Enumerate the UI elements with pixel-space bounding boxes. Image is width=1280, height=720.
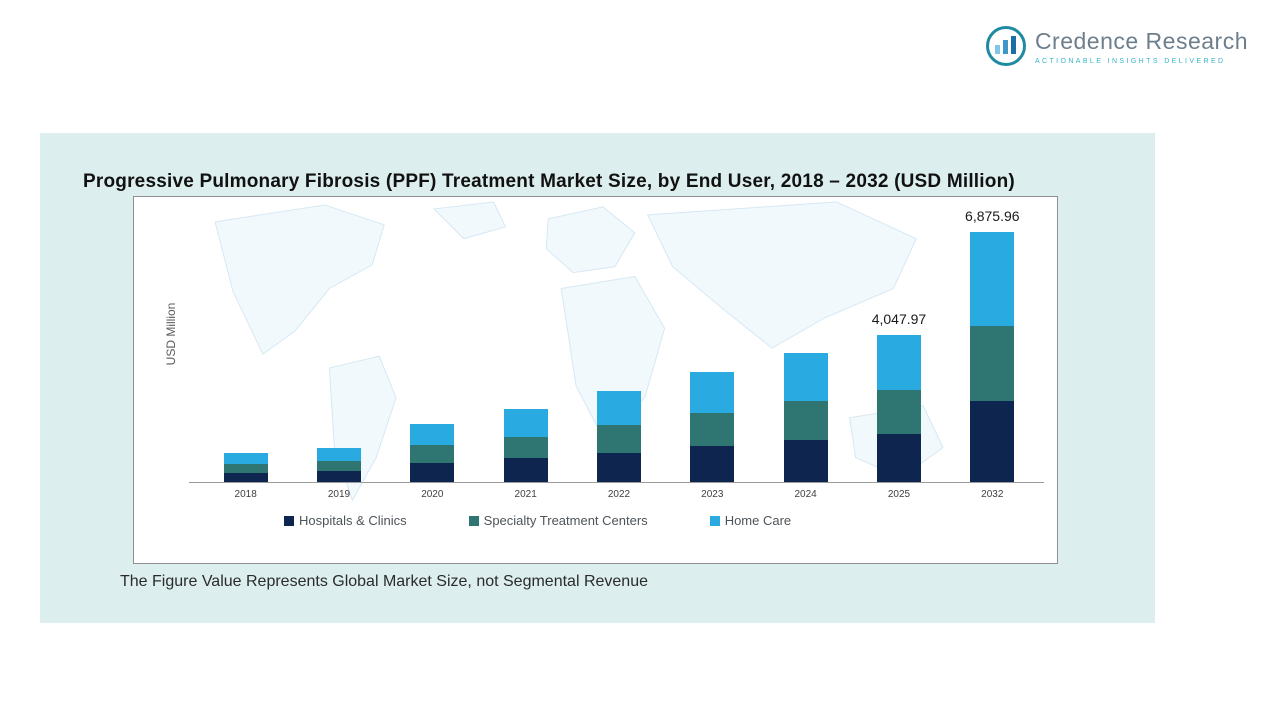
- x-tick-label: 2023: [701, 489, 724, 500]
- bar-segment: [316, 448, 361, 461]
- bar-segment: [316, 471, 361, 482]
- legend-swatch: [709, 515, 720, 526]
- x-axis-labels: 2018 2019 2020 2021 2022 2023 2024 2025 2032: [199, 489, 1039, 500]
- bar-segment: [783, 401, 828, 440]
- stacked-bar: [783, 352, 828, 482]
- stacked-bar: [596, 391, 641, 482]
- chart-title: Progressive Pulmonary Fibrosis (PPF) Tre…: [83, 171, 1015, 192]
- bar-segment: [970, 325, 1015, 401]
- bar-segment: [783, 352, 828, 402]
- bar-segment: [410, 463, 455, 482]
- legend-swatch: [284, 515, 294, 526]
- bar-segment: [410, 423, 455, 446]
- bar-slot: [479, 227, 572, 482]
- company-name: Credence Research: [1034, 27, 1248, 54]
- bar-chart-logo-icon: [985, 26, 1026, 66]
- bar-slot: [199, 227, 292, 482]
- bar-segment: [596, 452, 641, 482]
- company-tagline: Actionable Insights Delivered: [1034, 57, 1226, 65]
- bar-slot: [759, 227, 852, 482]
- bar-segment: [223, 464, 268, 473]
- bar-slot: [386, 227, 479, 482]
- bar-slot: 6,875.96: [946, 208, 1039, 482]
- bar-segment: [596, 425, 641, 453]
- bar-slot: 4,047.97: [852, 227, 945, 482]
- x-tick-label: 2025: [887, 489, 911, 500]
- bar-segment: [690, 413, 735, 447]
- bar-segment: [876, 334, 921, 390]
- bar-segment: [223, 453, 268, 465]
- stacked-bar: [223, 453, 268, 482]
- bar-segment: [690, 372, 735, 414]
- legend-item: Hospitals & Clinics: [284, 513, 407, 528]
- bar-slot: [292, 227, 385, 482]
- bar-segment: [503, 409, 548, 437]
- x-tick-label: 2021: [514, 489, 537, 500]
- y-axis-label: USD Million: [164, 302, 178, 366]
- bar-segment: [596, 391, 641, 426]
- bar-segment: [503, 436, 548, 459]
- bar-segment: [223, 472, 268, 482]
- stacked-bar: [503, 409, 548, 482]
- bar-segment: [503, 458, 548, 482]
- company-logo: Credence Research Actionable Insights De…: [985, 26, 1248, 66]
- bar-segment: [410, 445, 455, 464]
- data-label: 4,047.97: [871, 310, 927, 327]
- x-tick-label: 2032: [981, 489, 1004, 500]
- legend-label: Hospitals & Clinics: [299, 513, 407, 528]
- legend-item: Home Care: [709, 513, 792, 528]
- x-tick-label: 2024: [794, 489, 817, 500]
- bar-segment: [316, 460, 361, 472]
- x-tick-label: 2019: [327, 489, 351, 500]
- bar-segment: [783, 439, 828, 482]
- chart-legend: Hospitals & Clinics Specialty Treatment C…: [284, 513, 791, 528]
- chart-footnote: The Figure Value Represents Global Marke…: [120, 573, 648, 590]
- x-tick-label: 2018: [234, 489, 257, 500]
- x-axis-line: [189, 482, 1044, 483]
- bar-segment: [970, 400, 1015, 482]
- bar-slot: [666, 227, 759, 482]
- chart-panel: Progressive Pulmonary Fibrosis (PPF) Tre…: [40, 133, 1155, 623]
- legend-swatch: [468, 515, 479, 526]
- legend-item: Specialty Treatment Centers: [468, 513, 648, 528]
- chart-plot-box: USD Million 4,047.97 6,875.96 2018 2019 202…: [133, 196, 1058, 564]
- stacked-bar: [970, 232, 1015, 482]
- bar-segment: [876, 434, 921, 482]
- plot-area: 4,047.97 6,875.96: [199, 208, 1039, 482]
- data-label: 6,875.96: [965, 208, 1020, 224]
- stacked-bar: [876, 334, 921, 482]
- legend-label: Specialty Treatment Centers: [483, 513, 648, 528]
- bar-segment: [876, 390, 921, 434]
- legend-label: Home Care: [724, 513, 792, 528]
- bar-slot: [572, 227, 665, 482]
- x-tick-label: 2020: [421, 489, 444, 500]
- stacked-bar: [690, 372, 735, 482]
- bar-segment: [970, 232, 1015, 326]
- stacked-bar: [316, 448, 361, 482]
- stacked-bar: [410, 423, 455, 482]
- x-tick-label: 2022: [607, 489, 631, 500]
- bar-segment: [690, 446, 735, 482]
